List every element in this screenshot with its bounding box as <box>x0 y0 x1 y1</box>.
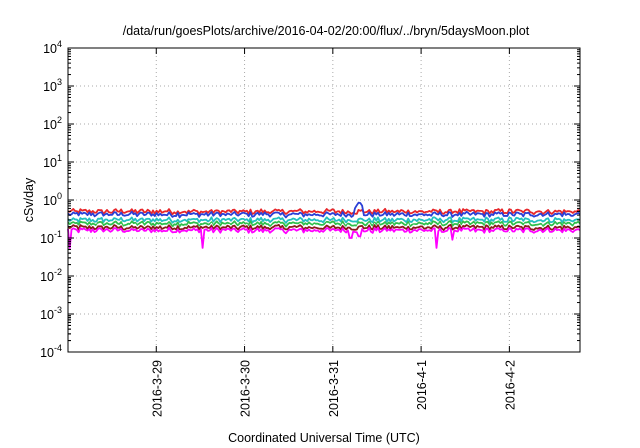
y-tick-base: 10 <box>43 80 57 94</box>
x-tick-label: 2016-4-2 <box>503 360 517 410</box>
y-tick-base: 10 <box>40 308 54 322</box>
y-tick-base: 10 <box>40 346 54 360</box>
y-tick-label: 10-3 <box>40 305 62 322</box>
chart-title: /data/run/goesPlots/archive/2016-04-02/2… <box>123 24 530 38</box>
y-tick-exponent: -2 <box>54 267 62 277</box>
y-tick-base: 10 <box>43 156 57 170</box>
y-tick-exponent: 2 <box>57 115 62 125</box>
y-tick-exponent: -4 <box>54 343 62 353</box>
y-tick-label: 103 <box>43 77 62 94</box>
y-tick-exponent: -3 <box>54 305 62 315</box>
y-tick-exponent: -1 <box>54 229 62 239</box>
y-tick-label: 10-2 <box>40 267 62 284</box>
y-tick-exponent: 4 <box>57 39 62 49</box>
series-line <box>67 220 581 228</box>
series-line <box>67 226 581 249</box>
series-line <box>67 207 581 216</box>
y-tick-base: 10 <box>43 194 57 208</box>
y-tick-base: 10 <box>43 118 57 132</box>
x-tick-label: 2016-3-30 <box>239 360 253 417</box>
y-tick-label: 10-1 <box>40 229 62 246</box>
series-group <box>67 201 581 249</box>
y-tick-label: 102 <box>43 115 62 132</box>
y-axis-label: cSv/day <box>22 177 36 222</box>
y-tick-label: 10-4 <box>40 343 62 360</box>
y-tick-label: 100 <box>43 191 62 208</box>
y-tick-base: 10 <box>40 232 54 246</box>
x-axis-label: Coordinated Universal Time (UTC) <box>228 431 420 445</box>
x-axis: 2016-3-29 2016-3-30 2016-3-31 2016-4-1 2016-… <box>150 48 517 417</box>
y-tick-label: 101 <box>43 153 62 170</box>
y-tick-base: 10 <box>40 270 54 284</box>
y-tick-exponent: 3 <box>57 77 62 87</box>
x-tick-label: 2016-3-29 <box>150 360 164 417</box>
x-tick-label: 2016-4-1 <box>415 360 429 410</box>
series-line <box>67 223 581 232</box>
x-tick-label: 2016-3-31 <box>327 360 341 417</box>
y-tick-exponent: 0 <box>57 191 62 201</box>
series-line <box>67 216 581 224</box>
series-line <box>67 201 581 219</box>
y-tick-base: 10 <box>43 42 57 56</box>
y-tick-exponent: 1 <box>57 153 62 163</box>
grid <box>68 48 580 352</box>
y-tick-label: 104 <box>43 39 62 56</box>
